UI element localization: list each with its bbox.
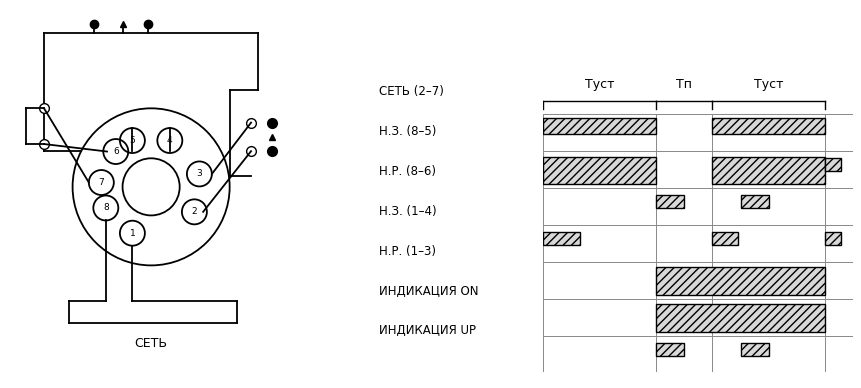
Bar (711, 232, 737, 245)
Bar (655, 195, 684, 208)
Text: ИНДИКАЦИЯ ON: ИНДИКАЦИЯ ON (379, 284, 478, 298)
Bar (824, 158, 840, 171)
Text: 1: 1 (129, 229, 135, 238)
Text: СЕТЬ (2–7): СЕТЬ (2–7) (379, 85, 443, 98)
Text: Н.З. (1–4): Н.З. (1–4) (379, 205, 437, 218)
Text: 6: 6 (113, 147, 119, 156)
Text: 3: 3 (196, 170, 202, 178)
Text: Н.З. (8–5): Н.З. (8–5) (379, 125, 437, 138)
Bar (542, 118, 655, 134)
Bar (740, 195, 768, 208)
Bar (542, 157, 655, 184)
Bar (655, 304, 824, 332)
Text: Туст: Туст (753, 78, 783, 91)
Text: 2: 2 (191, 207, 197, 217)
Text: 7: 7 (98, 178, 104, 187)
Bar (711, 118, 824, 134)
Text: 8: 8 (102, 203, 108, 213)
Text: Н.Р. (8–6): Н.Р. (8–6) (379, 165, 436, 178)
Text: 5: 5 (129, 136, 135, 145)
Bar (655, 343, 684, 356)
Text: СЕТЬ: СЕТЬ (134, 338, 167, 350)
Text: 4: 4 (167, 136, 172, 145)
Text: Н.Р. (1–3): Н.Р. (1–3) (379, 244, 436, 258)
Bar (711, 157, 824, 184)
Bar (655, 267, 824, 295)
Text: ИНДИКАЦИЯ UP: ИНДИКАЦИЯ UP (379, 324, 476, 338)
Text: Туст: Туст (584, 78, 614, 91)
Bar (740, 343, 768, 356)
Bar (542, 232, 579, 245)
Bar (824, 232, 840, 245)
Text: Тп: Тп (675, 78, 691, 91)
